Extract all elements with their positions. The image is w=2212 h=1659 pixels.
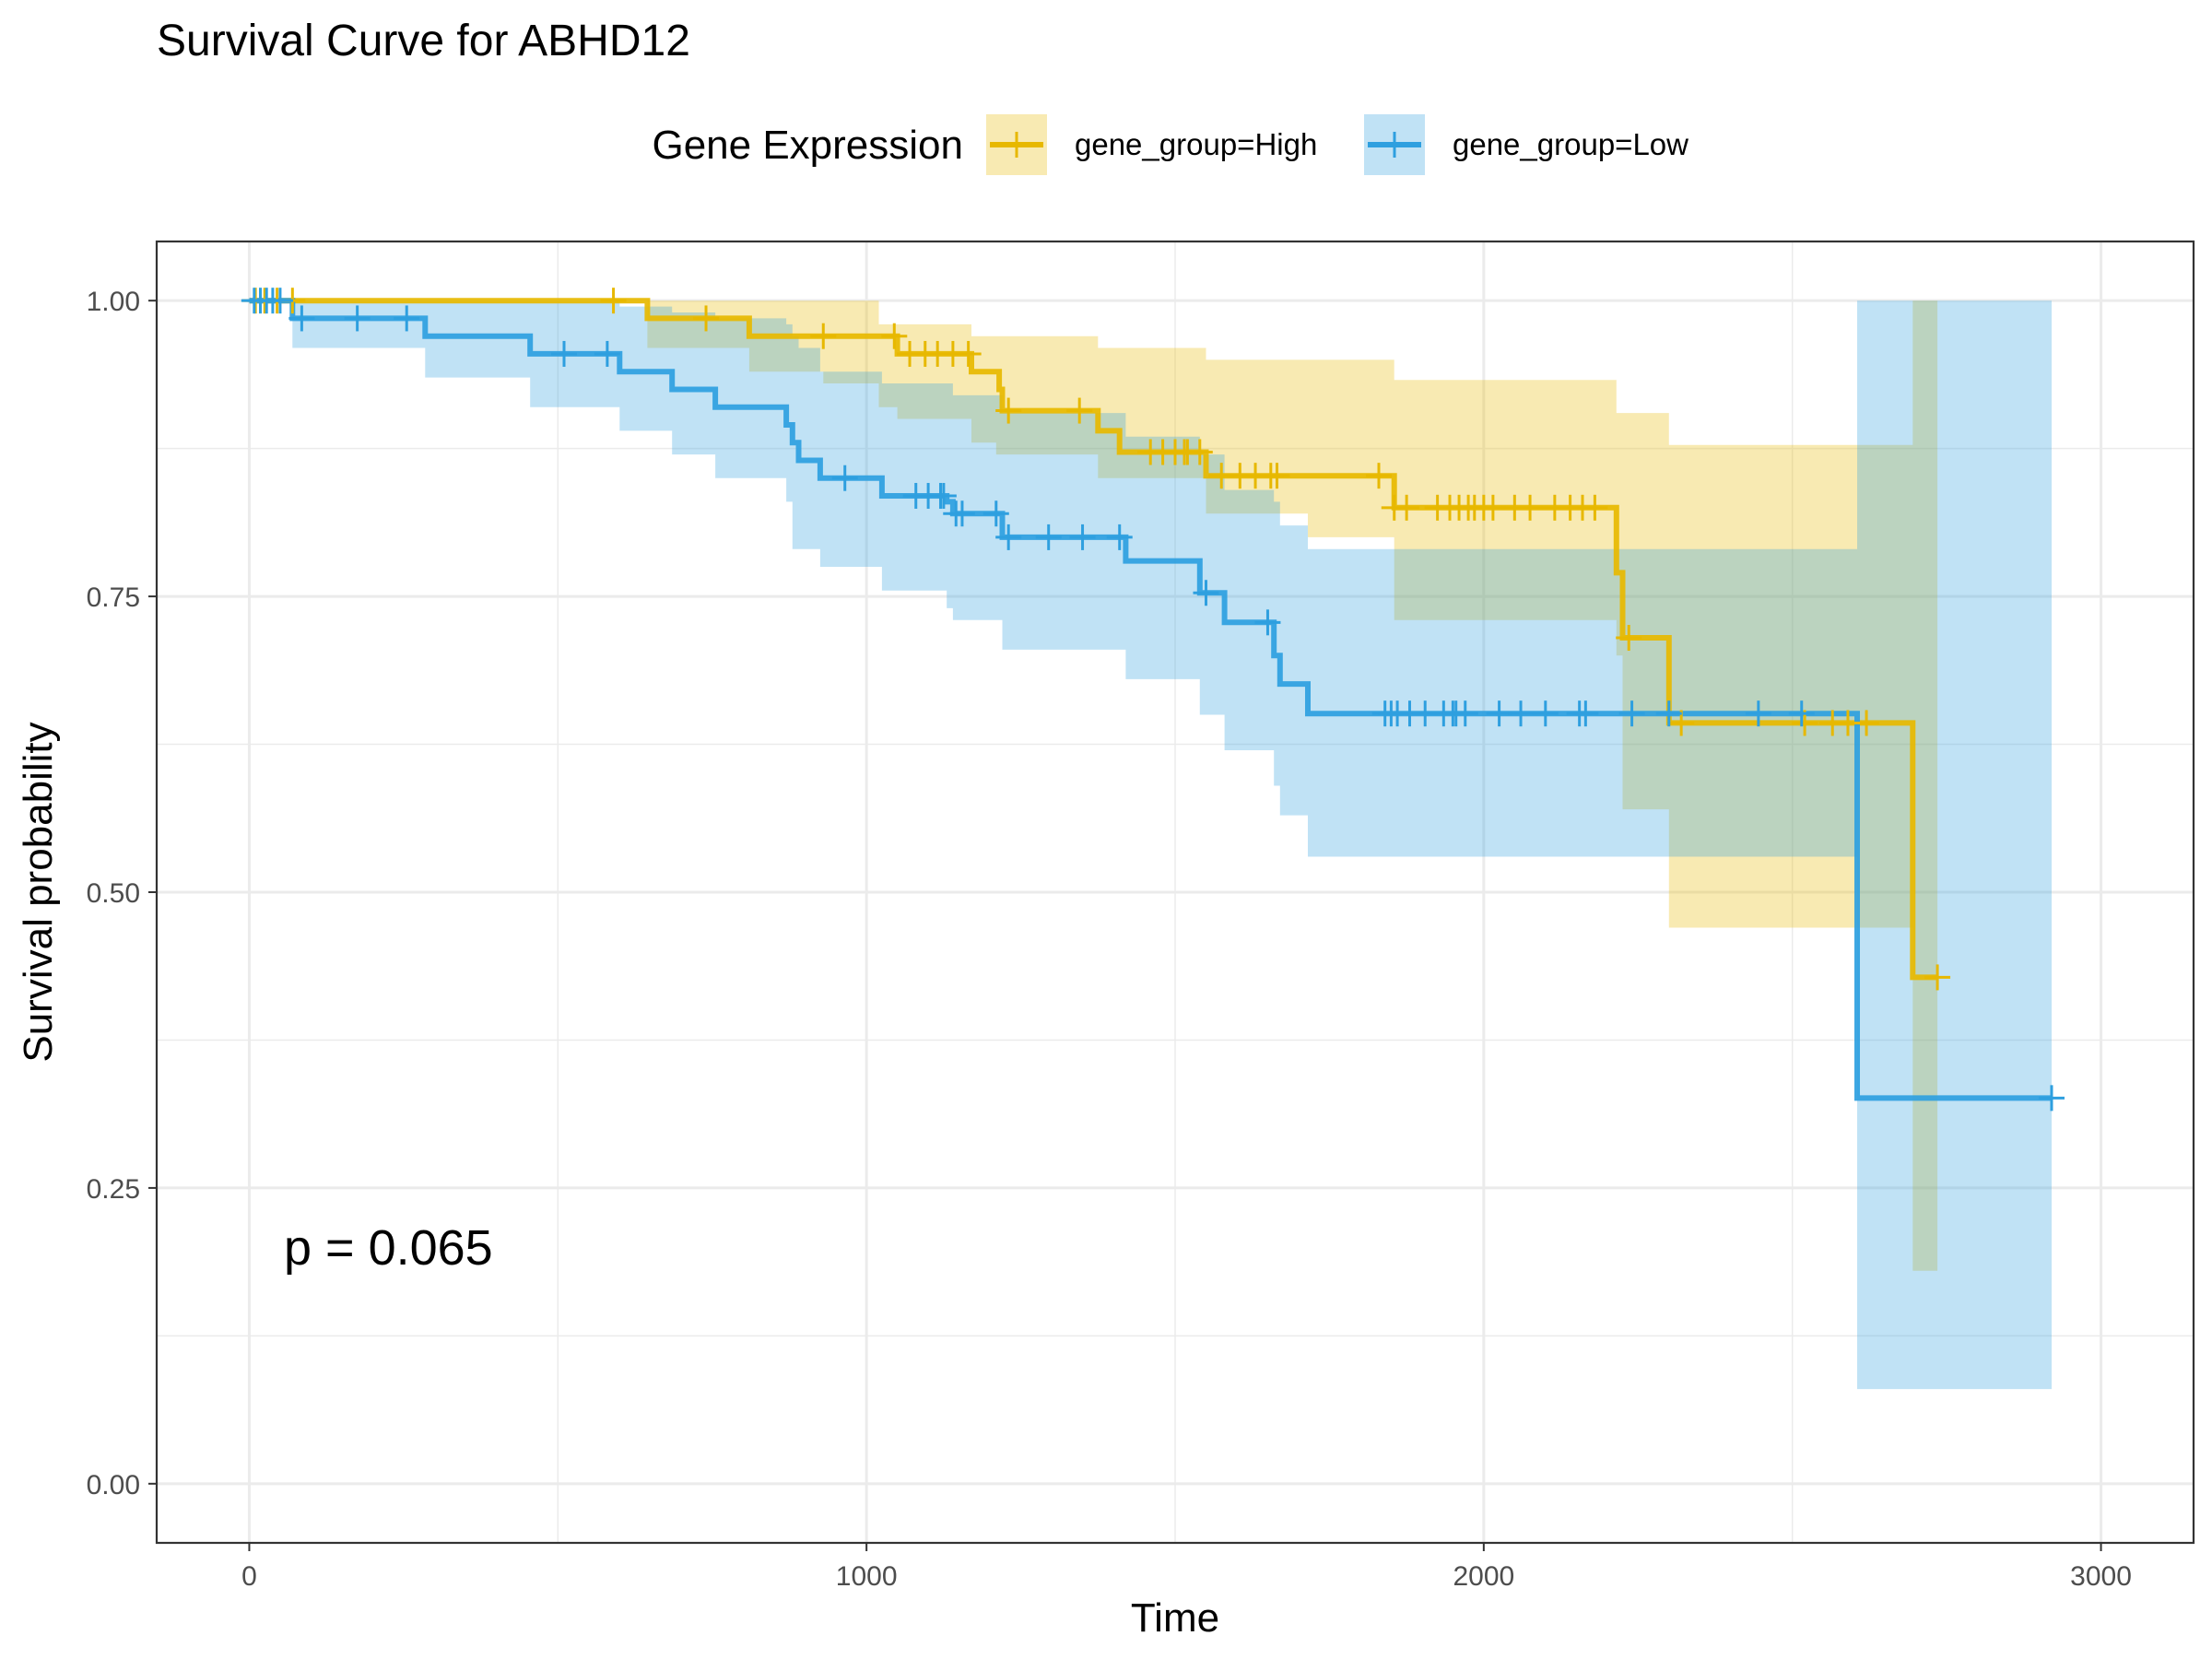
censor-mark xyxy=(1035,524,1062,550)
censor-mark xyxy=(1532,700,1559,727)
censor-mark xyxy=(955,340,982,367)
censor-mark xyxy=(1069,524,1096,550)
censor-mark xyxy=(1508,700,1535,727)
censor-mark xyxy=(1264,463,1290,489)
censor-mark xyxy=(394,305,420,332)
censor-mark xyxy=(1479,494,1506,521)
censor-mark xyxy=(1572,700,1599,727)
censor-mark xyxy=(1186,439,1213,465)
survival-curve xyxy=(249,298,2052,1101)
censor-mark xyxy=(1853,710,1880,736)
censor-mark xyxy=(1655,700,1682,727)
confidence-bands xyxy=(249,300,2052,1390)
y-tick-label: 0.25 xyxy=(87,1174,140,1205)
legend-label: gene_group=High xyxy=(1075,127,1317,161)
y-axis-label: Survival probability xyxy=(16,722,61,1062)
censor-mark xyxy=(1618,700,1645,727)
censor-mark xyxy=(1452,700,1478,727)
x-tick-label: 3000 xyxy=(2070,1561,2132,1592)
censor-mark xyxy=(1193,580,1219,606)
x-tick-label: 0 xyxy=(241,1561,257,1592)
y-tick-label: 0.50 xyxy=(87,878,140,909)
x-tick-label: 2000 xyxy=(1453,1561,1514,1592)
y-tick-label: 0.75 xyxy=(87,582,140,613)
censor-mark xyxy=(551,340,577,367)
censor-mark xyxy=(810,323,837,349)
censor-mark xyxy=(1106,524,1133,550)
censor-mark xyxy=(693,305,720,332)
censor-mark xyxy=(1788,700,1815,727)
legend-title: Gene Expression xyxy=(652,123,963,168)
legend-item: gene_group=High xyxy=(986,114,1317,175)
censor-mark xyxy=(600,288,627,314)
censor-mark xyxy=(1366,463,1392,489)
censor-mark xyxy=(266,288,293,314)
y-axis: 0.00 0.25 0.50 0.75 1.00 xyxy=(87,287,157,1500)
x-axis: 0 1000 2000 3000 xyxy=(241,1543,2132,1592)
censor-mark xyxy=(1254,609,1281,636)
censor-mark xyxy=(881,323,908,349)
censor-mark xyxy=(344,305,371,332)
censor-mark xyxy=(995,524,1022,550)
censor-mark xyxy=(1394,494,1420,521)
censor-mark xyxy=(1486,700,1512,727)
censor-mark xyxy=(982,500,1009,527)
chart-title: Survival Curve for ABHD12 xyxy=(157,17,690,65)
censor-mark xyxy=(1924,964,1951,991)
censor-mark xyxy=(1517,494,1544,521)
censor-mark xyxy=(948,500,975,527)
censor-mark xyxy=(1745,700,1771,727)
y-tick-label: 0.00 xyxy=(87,1470,140,1500)
legend-label: gene_group=Low xyxy=(1453,127,1688,161)
plot-area xyxy=(155,240,2195,1545)
x-tick-label: 1000 xyxy=(836,1561,898,1592)
censor-mark xyxy=(1582,494,1608,521)
confidence-band xyxy=(249,300,1938,1271)
legend-item: gene_group=Low xyxy=(1364,114,1688,175)
p-value-annotation: p = 0.065 xyxy=(284,1220,493,1276)
y-tick-label: 1.00 xyxy=(87,287,140,317)
censor-mark xyxy=(831,465,858,491)
legend-items: gene_group=High gene_group=Low xyxy=(986,114,1688,175)
censor-mark xyxy=(1616,625,1642,652)
censor-mark xyxy=(594,340,620,367)
confidence-band xyxy=(249,300,2052,1390)
censor-mark xyxy=(995,397,1022,424)
legend: Gene Expression gene_group=High gene_grou… xyxy=(652,114,1688,175)
censor-marks xyxy=(241,288,2065,1112)
censor-mark xyxy=(288,305,315,332)
censor-mark xyxy=(930,482,957,509)
censor-mark xyxy=(2038,1085,2065,1112)
x-axis-label: Time xyxy=(1131,1595,1219,1641)
censor-mark xyxy=(1066,397,1093,424)
